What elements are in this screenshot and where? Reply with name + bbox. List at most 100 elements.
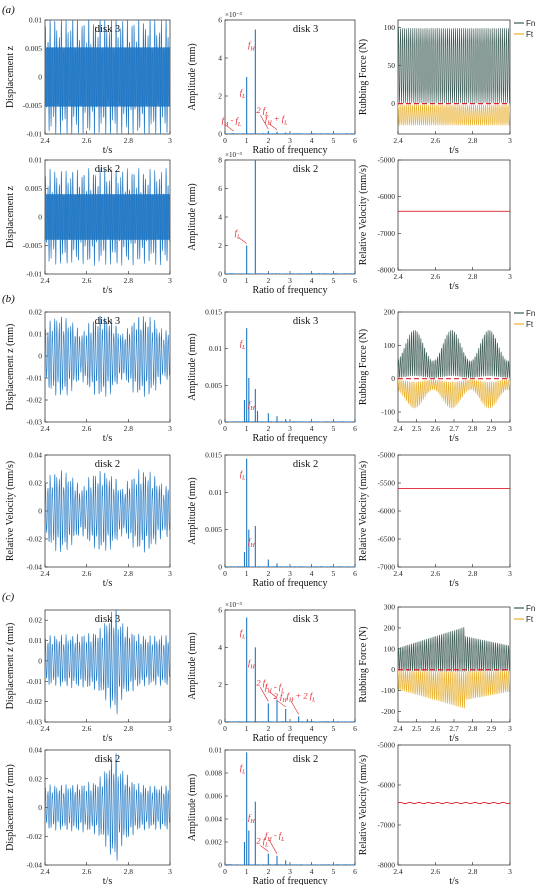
x-tick-label: 2.8 [124, 136, 134, 145]
plot-area [398, 801, 510, 805]
plot-area [398, 27, 510, 126]
legend-label-fn: Fn [526, 604, 535, 613]
y-tick-label: 0.015 [205, 308, 222, 317]
chart-b-fft2: 0 1 2 3 4 5 6 0 0.005 0.01 0.015 Ratio of frequency… [187, 451, 357, 590]
y-tick-label: -100 [381, 408, 395, 417]
x-tick-label: 2 [266, 724, 270, 733]
x-tick-label: 1 [245, 276, 249, 285]
y-tick-label: 2 [218, 680, 222, 689]
x-tick-label: 2.6 [82, 724, 92, 733]
y-tick-label: -6500 [378, 535, 396, 544]
x-tick-label: 3 [508, 867, 512, 876]
x-tick-label: 2.4 [393, 569, 403, 578]
x-tick-label: 2.8 [124, 276, 134, 285]
x-tick-label: 2.5 [412, 724, 422, 733]
peak-annotation: 2 fL [256, 105, 269, 118]
x-tick-label: 2.8 [468, 569, 478, 578]
y-tick-label: 0 [218, 718, 222, 727]
y-tick-label: 0.008 [205, 769, 222, 778]
chart-c-force: 2.4 2.5 2.6 2.7 2.8 2.9 3 -200 -100 0 100 200 300 t/s… [358, 603, 535, 745]
y-tick-label: -8000 [378, 861, 396, 870]
y-tick-label: -6000 [378, 507, 396, 516]
y-tick-label: 2 [218, 92, 222, 101]
peak-annotation: fH [248, 536, 255, 549]
y-axis-label: Displacement z (mm) [5, 764, 16, 851]
y-tick-label: -5000 [378, 741, 396, 750]
plot-area [45, 167, 170, 266]
y-axis-label: Displacement z [5, 45, 16, 107]
x-axis-label: t/s [103, 578, 113, 589]
chart-a-force: 2.4 2.6 2.8 3 0 50 100 t/s Rubbing Force (N) Fn Ft [358, 19, 535, 156]
y-axis-label: Rubbing Force (N) [358, 39, 369, 115]
peak-annotation: fL [235, 228, 241, 241]
x-tick-label: 2.8 [468, 867, 478, 876]
y-tick-label: 0.01 [209, 488, 222, 497]
subplot-title: disk 2 [293, 754, 318, 765]
y-tick-label: 0.02 [29, 479, 42, 488]
y-tick-label: -0.01 [26, 677, 42, 686]
y-tick-label: -0.005 [23, 101, 43, 110]
y-tick-label: -0.005 [23, 241, 43, 250]
legend-label-fn: Fn [526, 19, 535, 28]
x-tick-label: 2.6 [431, 867, 441, 876]
fn-series-line [398, 27, 510, 104]
x-axis-label: t/s [103, 433, 113, 444]
x-tick-label: 2 [266, 276, 270, 285]
plot-area [225, 160, 355, 274]
x-tick-label: 2.8 [468, 136, 478, 145]
x-tick-label: 2.8 [124, 867, 134, 876]
x-tick-label: 0 [223, 136, 227, 145]
x-tick-label: 2.5 [412, 424, 422, 433]
y-tick-label: 50 [388, 61, 396, 70]
x-tick-label: 1 [245, 569, 249, 578]
x-tick-label: 2.8 [124, 724, 134, 733]
fn-series-line [398, 330, 510, 379]
subplot-title: disk 2 [95, 459, 120, 470]
x-tick-label: 2.4 [40, 136, 50, 145]
peak-annotation: fL [240, 87, 246, 100]
plot-frame [224, 159, 356, 275]
x-tick-label: 2.6 [82, 867, 92, 876]
y-tick-label: -0.03 [26, 418, 42, 427]
chart-c-vel: 2.4 2.6 2.8 3 -8000 -7000 -6000 -5000 t/s Relativ… [358, 741, 512, 885]
ft-series-line [398, 669, 510, 709]
y-axis-label: Amplitude (mm) [187, 632, 198, 700]
x-tick-label: 2 [266, 136, 270, 145]
y-tick-label: 0 [38, 213, 42, 222]
ft-series-line [398, 104, 510, 126]
y-tick-label: -0.01 [26, 130, 42, 139]
x-tick-label: 6 [353, 724, 357, 733]
x-tick-label: 6 [353, 276, 357, 285]
subplot-title: disk 3 [293, 316, 318, 327]
chart-c-fft3: 0 1 2 3 4 5 6 0 2 4 6 Ratio of frequency Amplitude (… [187, 601, 357, 744]
x-tick-label: 5 [331, 867, 335, 876]
fn-series-line [398, 627, 510, 672]
x-tick-label: 2.6 [431, 569, 441, 578]
plot-frame [224, 19, 356, 135]
peak-annotation: fH [248, 40, 255, 53]
y-tick-label: 0 [391, 99, 395, 108]
annotation-arrow [260, 115, 269, 130]
y-tick-label: 100 [384, 644, 396, 653]
y-tick-label: 100 [384, 23, 396, 32]
y-tick-label: 0 [218, 418, 222, 427]
y-tick-label: 300 [384, 603, 396, 612]
legend-label-ft: Ft [526, 615, 534, 624]
peak-annotation: fL [240, 627, 246, 640]
peak-annotation: fH [248, 812, 255, 825]
x-tick-label: 3 [168, 867, 172, 876]
x-tick-label: 2.8 [468, 424, 478, 433]
panel-label-a: (a) [2, 4, 15, 16]
y-axis-label: Amplitude (mm) [187, 183, 198, 251]
legend: Fn Ft [514, 309, 535, 329]
x-tick-label: 6 [353, 136, 357, 145]
x-tick-label: 3 [168, 569, 172, 578]
x-tick-label: 5 [331, 424, 335, 433]
x-tick-label: 3 [288, 136, 292, 145]
y-tick-label: 6 [218, 606, 222, 615]
x-axis-label: t/s [103, 876, 113, 885]
y-tick-label: 0.01 [29, 16, 42, 25]
plot-area [45, 610, 170, 715]
legend: Fn Ft [514, 19, 535, 39]
chart-b-vel: 2.4 2.6 2.8 3 -7000 -6500 -6000 -5500 -5000 t/s Re… [358, 451, 512, 590]
